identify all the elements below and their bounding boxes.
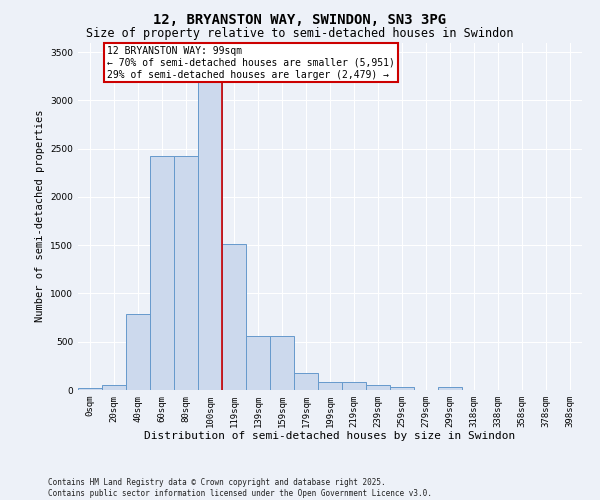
Bar <box>102 384 126 390</box>
Bar <box>174 156 198 390</box>
Bar <box>270 336 294 390</box>
Bar <box>222 244 246 390</box>
Bar <box>318 382 342 390</box>
Bar <box>198 77 222 390</box>
Bar <box>438 386 462 390</box>
Y-axis label: Number of semi-detached properties: Number of semi-detached properties <box>35 110 44 322</box>
X-axis label: Distribution of semi-detached houses by size in Swindon: Distribution of semi-detached houses by … <box>145 432 515 442</box>
Text: Size of property relative to semi-detached houses in Swindon: Size of property relative to semi-detach… <box>86 28 514 40</box>
Bar <box>294 373 318 390</box>
Bar <box>150 156 174 390</box>
Text: 12 BRYANSTON WAY: 99sqm
← 70% of semi-detached houses are smaller (5,951)
29% of: 12 BRYANSTON WAY: 99sqm ← 70% of semi-de… <box>107 46 395 80</box>
Bar <box>78 388 102 390</box>
Bar <box>366 384 390 390</box>
Text: 12, BRYANSTON WAY, SWINDON, SN3 3PG: 12, BRYANSTON WAY, SWINDON, SN3 3PG <box>154 12 446 26</box>
Bar <box>390 386 414 390</box>
Bar <box>126 314 150 390</box>
Text: Contains HM Land Registry data © Crown copyright and database right 2025.
Contai: Contains HM Land Registry data © Crown c… <box>48 478 432 498</box>
Bar <box>246 336 270 390</box>
Bar <box>342 382 366 390</box>
